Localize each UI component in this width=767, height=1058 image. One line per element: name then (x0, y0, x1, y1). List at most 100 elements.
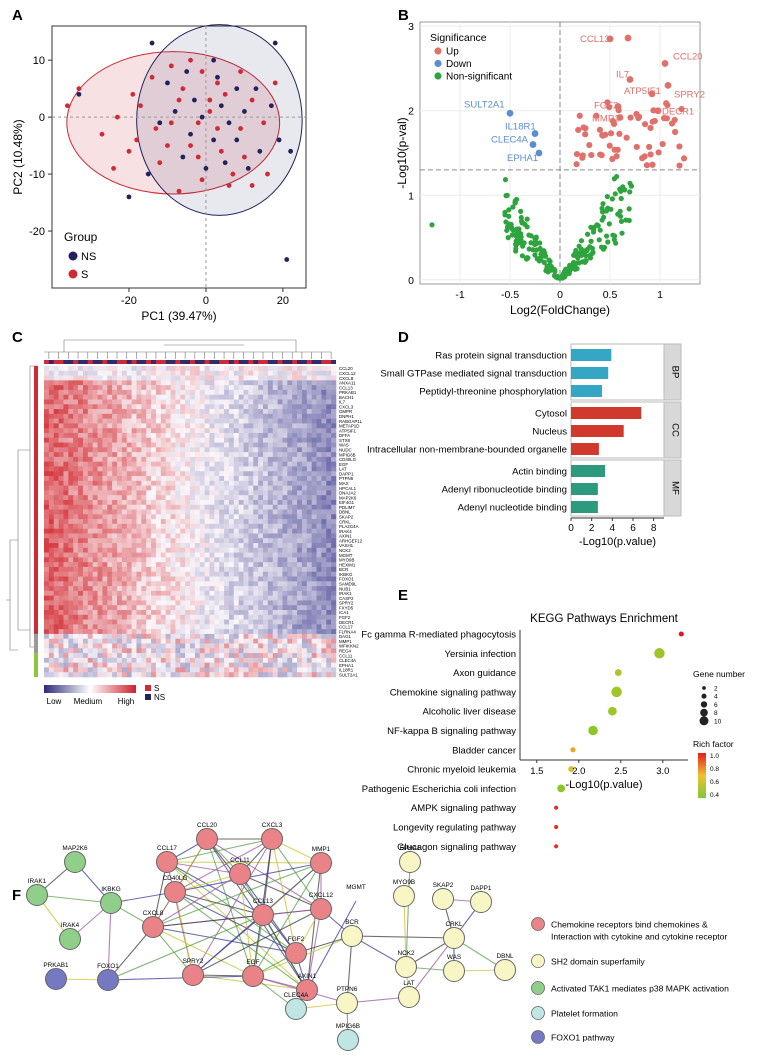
heatmap-cell (301, 423, 308, 429)
heatmap-cell (190, 586, 196, 592)
heatmap-cell (326, 375, 332, 381)
network-node (470, 891, 492, 913)
heatmap-cell (277, 552, 283, 558)
heatmap-cell (82, 399, 89, 405)
heatmap-cell (82, 366, 89, 372)
heatmap-cell (253, 480, 259, 486)
heatmap-cell (141, 581, 147, 587)
volcano-point-nonsig (526, 246, 532, 252)
heatmap-cell (224, 657, 230, 663)
heatmap-cell (272, 418, 278, 424)
heatmap-cell (53, 533, 59, 539)
heatmap-scale-label: Medium (74, 697, 103, 706)
heatmap-cell (155, 581, 162, 587)
heatmap-cell (78, 471, 84, 477)
volcano-point-nonsig (611, 237, 617, 243)
heatmap-cell (287, 447, 293, 453)
heatmap-cell (331, 571, 337, 577)
heatmap-cell (233, 404, 239, 410)
volcano-point-nonsig (584, 246, 590, 252)
heatmap-cell (199, 566, 205, 573)
heatmap-cell (68, 490, 74, 496)
heatmap-cell (321, 614, 327, 620)
heatmap-cell (141, 380, 147, 386)
heatmap-cell (151, 595, 157, 601)
heatmap-cell (170, 648, 176, 654)
heatmap-cell (97, 476, 103, 482)
network-node-label: MYO9B (393, 879, 415, 886)
heatmap-cell (44, 619, 50, 625)
heatmap-cell (311, 586, 317, 592)
heatmap-cell (233, 543, 239, 549)
heatmap-cell (146, 619, 152, 625)
heatmap-cell (258, 576, 264, 582)
heatmap-cell (68, 543, 74, 549)
heatmap-cell (272, 533, 278, 539)
heatmap-cell (224, 562, 230, 568)
heatmap-cell (282, 547, 288, 553)
pca-point-s (149, 74, 155, 80)
heatmap-cell (48, 437, 55, 443)
heatmap-cell (224, 538, 230, 544)
heatmap-cell (263, 605, 269, 611)
network-edge (152, 926, 254, 977)
heatmap-cell (121, 428, 128, 434)
heatmap-cell (146, 452, 152, 458)
heatmap-cell (233, 499, 239, 506)
heatmap-cell (165, 380, 171, 386)
heatmap-cell (297, 557, 303, 563)
heatmap-row-label: HEXIM1 (339, 562, 356, 567)
heatmap-cell (331, 428, 337, 434)
heatmap-cell (311, 528, 317, 534)
heatmap-cell (68, 595, 74, 601)
heatmap-cell (238, 456, 244, 462)
heatmap-cell (194, 366, 201, 372)
heatmap-cell (151, 471, 157, 477)
heatmap-cell (277, 638, 283, 644)
pca-point-s (176, 188, 182, 194)
volcano-point-nonsig (514, 226, 520, 232)
heatmap-cell (287, 428, 293, 434)
heatmap-cell (165, 437, 171, 443)
pca-legend-title: Group (64, 230, 98, 244)
heatmap-cell (146, 418, 152, 424)
heatmap-cell (190, 456, 196, 462)
heatmap-cell (102, 648, 108, 654)
heatmap-cell (180, 380, 186, 386)
heatmap-cell (258, 629, 264, 635)
heatmap-group-cell (321, 360, 327, 364)
heatmap-cell (146, 399, 152, 405)
heatmap-cell (267, 590, 274, 596)
pca-legend-swatch (68, 251, 78, 261)
heatmap-cell (243, 667, 249, 673)
heatmap-cell (277, 629, 283, 635)
heatmap-cell (78, 519, 84, 525)
heatmap-cell (131, 366, 137, 372)
heatmap-cell (219, 619, 225, 625)
heatmap-cell (146, 423, 152, 429)
heatmap-cell (107, 638, 113, 644)
heatmap-cell (272, 442, 278, 448)
heatmap-cell (126, 557, 132, 563)
heatmap-cell (263, 485, 269, 491)
network-legend-label: SH2 domain superfamily (551, 957, 645, 967)
heatmap-cell (58, 633, 64, 640)
heatmap-cell (306, 428, 312, 434)
heatmap-cell (199, 581, 205, 587)
heatmap-cell (321, 662, 327, 668)
heatmap-cell (238, 619, 244, 625)
heatmap-cell (155, 519, 162, 525)
heatmap-cell (233, 452, 239, 458)
heatmap-cell (272, 653, 278, 659)
heatmap-cell (326, 576, 332, 582)
heatmap-cell (224, 519, 230, 525)
heatmap-cell (292, 452, 298, 458)
heatmap-cell (155, 428, 162, 434)
heatmap-cell (243, 643, 249, 649)
pca-point-ns (257, 148, 263, 154)
volcano-point-up (661, 60, 669, 67)
heatmap-cell (204, 404, 210, 410)
heatmap-cell (321, 648, 327, 654)
heatmap-row-label: RABGAP1L (339, 419, 363, 424)
heatmap-cell (112, 471, 118, 477)
